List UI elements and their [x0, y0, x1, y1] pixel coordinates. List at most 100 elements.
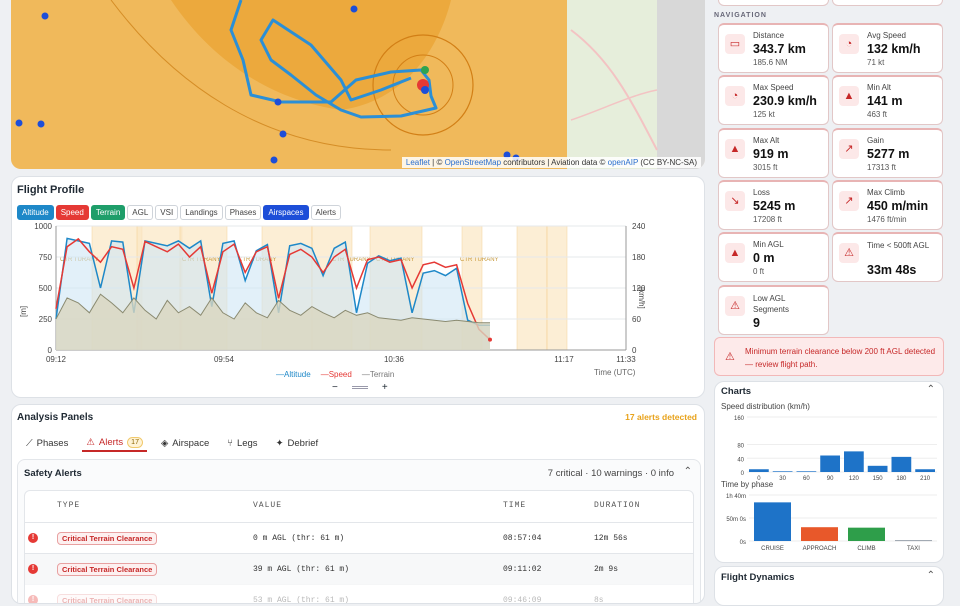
- chip-airspaces[interactable]: Airspaces: [263, 205, 309, 220]
- stat-card: ⚠ Time < 500ft AGL 33m 48s: [832, 232, 943, 283]
- y-right-tick: 0: [632, 346, 637, 355]
- leaflet-link[interactable]: Leaflet: [405, 158, 430, 167]
- stat-label: Max Speed: [753, 83, 794, 93]
- bar: [749, 469, 769, 472]
- stat-value: 230.9 km/h: [753, 94, 817, 109]
- navigation-section-label: NAVIGATION: [714, 12, 767, 19]
- y-tick: 80: [737, 444, 744, 450]
- stat-sub: 71 kt: [867, 58, 885, 67]
- col-duration[interactable]: DURATION: [594, 501, 641, 510]
- x-tick: 0: [757, 476, 761, 482]
- x-tick: 09:12: [46, 355, 67, 364]
- y-right-tick: 120: [632, 284, 646, 293]
- tab-airspace[interactable]: ◈ Airspace: [160, 437, 210, 449]
- mountain-icon: ▲: [839, 86, 859, 107]
- flight-dynamics-collapse-icon[interactable]: ⌃: [926, 570, 935, 581]
- map-canvas[interactable]: [11, 0, 705, 169]
- chip-phases[interactable]: Phases: [224, 205, 262, 220]
- tab-phases[interactable]: ⟋ Phases: [26, 437, 69, 449]
- stat-value: 132 km/h: [867, 42, 921, 56]
- charts-collapse-icon[interactable]: ⌃: [926, 384, 935, 395]
- mountain-icon: ▲: [725, 138, 745, 159]
- chip-vsi[interactable]: VSI: [155, 205, 179, 220]
- col-value[interactable]: VALUE: [253, 501, 283, 510]
- alert-type: Critical Terrain Clearance: [57, 532, 158, 545]
- stat-value: 919 m: [753, 146, 789, 161]
- chart-title: Speed distribution (km/h): [721, 402, 810, 411]
- y-tick: 160: [734, 416, 745, 422]
- chip-altitude[interactable]: Altitude: [17, 205, 54, 220]
- zoom-slider[interactable]: [351, 386, 368, 389]
- zoom-out-button[interactable]: −: [332, 382, 338, 393]
- table-row[interactable]: ! Critical Terrain Clearance 53 m AGL (t…: [25, 584, 693, 604]
- stat-label: Loss: [753, 187, 770, 197]
- y-right-tick: 240: [632, 222, 646, 231]
- map-attribution: Leaflet | © OpenStreetMap contributors |…: [401, 157, 701, 168]
- stat-label: Distance: [753, 31, 785, 40]
- line-chart-icon: ⟋: [26, 437, 33, 449]
- table-row[interactable]: ! Critical Terrain Clearance 0 m AGL (th…: [25, 522, 693, 553]
- time-by-phase-chart[interactable]: Time by phase 1h 40m 50m 0s 0s CRUISE APPROAC…: [715, 479, 945, 563]
- x-tick: 30: [779, 476, 786, 482]
- safety-summary: 7 critical · 10 warnings · 0 info: [547, 468, 674, 479]
- openaip-link[interactable]: openAIP: [607, 158, 639, 167]
- legend-terrain[interactable]: —Terrain: [361, 370, 395, 379]
- stat-card: ◔ Max Speed 230.9 km/h 125 kt: [718, 75, 829, 126]
- chip-landings[interactable]: Landings: [180, 205, 223, 220]
- x-tick: 180: [896, 476, 907, 482]
- chip-agl[interactable]: AGL: [127, 205, 154, 220]
- col-type[interactable]: TYPE: [57, 501, 81, 510]
- flight-map[interactable]: Leaflet | © OpenStreetMap contributors |…: [11, 0, 705, 169]
- collapse-chevron-icon[interactable]: ⌃: [683, 466, 692, 477]
- tab-legs[interactable]: ⑂ Legs: [227, 437, 258, 449]
- sparkle-icon: ✦: [275, 437, 284, 449]
- alerts-table: TYPE VALUE TIME DURATION ! Critical Terr…: [24, 490, 694, 604]
- stat-card: ⚠ Low AGL Segments 9: [718, 284, 829, 335]
- alert-type: Critical Terrain Clearance: [57, 594, 158, 603]
- speed-distribution-chart[interactable]: Speed distribution (km/h) 160 80 40 0 0 30 60 90…: [715, 399, 945, 484]
- y-tick: 0s: [740, 540, 746, 546]
- chip-alerts[interactable]: Alerts: [310, 205, 341, 220]
- tab-debrief[interactable]: ✦ Debrief: [275, 437, 319, 449]
- stat-sub: 3015 ft: [753, 162, 778, 172]
- alert-type: Critical Terrain Clearance: [57, 563, 158, 576]
- stat-value: 0 m: [753, 251, 775, 266]
- alert-duration: 8s: [594, 596, 604, 604]
- stat-card: ▲ Max Alt 919 m 3015 ft: [718, 127, 829, 178]
- chip-speed[interactable]: Speed: [55, 205, 89, 220]
- y-tick: 50m 0s: [726, 517, 746, 523]
- zoom-controls: − +: [332, 382, 388, 393]
- series-end-marker: [488, 337, 492, 342]
- x-tick: CLIMB: [857, 546, 875, 552]
- table-row[interactable]: ! Critical Terrain Clearance 39 m AGL (t…: [25, 553, 693, 584]
- stat-card: ↘ Loss 5245 m 17208 ft: [718, 179, 829, 230]
- tab-alerts[interactable]: ⚠ Alerts 17: [82, 434, 147, 452]
- gauge-icon: ◔: [725, 86, 745, 107]
- y-left-label: [m]: [19, 306, 28, 317]
- stat-sub: 17313 ft: [867, 162, 896, 172]
- stat-card: ▭ Distance 343.7 km 185.6 NM: [718, 23, 829, 73]
- bar: [915, 469, 935, 472]
- analysis-panels-card: Analysis Panels 17 alerts detected ⟋ Phas…: [11, 404, 705, 604]
- x-tick: 210: [920, 476, 931, 482]
- bar: [820, 455, 840, 472]
- stat-value: 141 m: [867, 94, 903, 109]
- legend-altitude[interactable]: —Altitude: [276, 370, 311, 379]
- stat-label: Avg Speed: [867, 31, 906, 40]
- alert-time: 09:46:09: [503, 596, 542, 604]
- safety-alerts-title: Safety Alerts: [24, 468, 82, 479]
- charts-title: Charts: [721, 386, 752, 397]
- osm-link[interactable]: OpenStreetMap: [444, 158, 502, 167]
- bar: [796, 471, 817, 472]
- legend-speed[interactable]: —Speed: [320, 370, 352, 379]
- stat-sub: 0 ft: [753, 267, 765, 277]
- col-time[interactable]: TIME: [503, 501, 527, 510]
- layer-chips: Altitude Speed Terrain AGL VSI Landings Phases…: [17, 202, 343, 220]
- x-tick: CRUISE: [761, 546, 784, 552]
- bar: [772, 471, 793, 472]
- chip-terrain[interactable]: Terrain: [90, 205, 126, 220]
- zoom-in-button[interactable]: +: [381, 382, 388, 393]
- alert-value: 0 m AGL (thr: 61 m): [253, 534, 345, 543]
- trend-up-icon: ↗: [839, 138, 859, 159]
